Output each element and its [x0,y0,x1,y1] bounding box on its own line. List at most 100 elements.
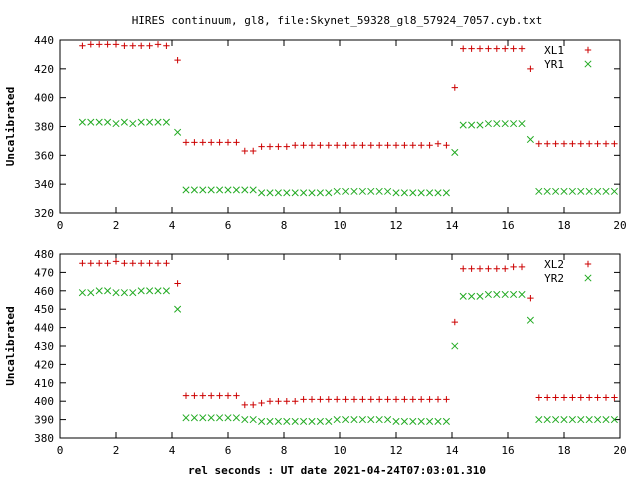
data-point [552,416,560,424]
data-point [112,258,120,265]
data-point [409,142,416,149]
y-tick-label: 440 [34,34,54,47]
data-point [308,189,316,197]
data-point [120,118,128,126]
data-point [104,260,111,267]
x-axis-label: rel seconds : UT date 2021-04-24T07:03:0… [188,464,486,477]
data-point [476,292,484,300]
data-point [460,45,467,52]
data-point [510,120,518,128]
data-point [493,45,500,52]
data-point [460,265,467,272]
data-point [384,396,391,403]
data-point [434,417,442,425]
y-tick-label: 420 [34,358,54,371]
data-point [292,142,299,149]
panels: 0 2 4 6 8 10 12 14 16 18 20320340360380400420440Un… [4,34,627,457]
x-tick-label: 2 [113,444,120,457]
data-point [162,287,170,295]
data-point [216,414,224,422]
data-point [274,189,282,197]
series-YR1 [78,118,618,197]
data-point [224,186,232,194]
data-point [137,118,145,126]
data-point [216,392,223,399]
data-point [182,414,190,422]
data-point [87,118,95,126]
panel-1: 0 2 4 6 8 10 12 14 16 18 20 320 340 360 380 400 420 440 Un… [4,34,627,232]
data-point [518,45,526,52]
data-point [535,140,542,147]
data-point [87,289,95,297]
data-point [291,417,299,425]
data-point [552,187,560,195]
data-point [418,396,425,403]
data-point [233,392,240,399]
data-point [367,142,374,149]
data-point [292,398,299,405]
data-point [401,142,408,149]
y-tick-label: 440 [34,322,54,335]
x-tick-label: 12 [389,444,402,457]
x-tick-label: 14 [445,219,459,232]
data-point [316,189,324,197]
data-point [137,287,145,295]
data-point [79,260,86,267]
data-point [476,265,484,272]
data-point [568,416,576,424]
data-point [358,416,366,424]
data-point [241,401,248,409]
data-point [325,417,333,425]
data-point [602,187,610,195]
data-point [384,187,392,195]
data-point [121,260,128,267]
data-point [333,416,341,424]
data-point [258,399,265,407]
data-point [485,265,492,272]
data-point [241,416,249,424]
data-point [451,148,459,157]
data-point [501,120,509,128]
data-point [96,41,103,48]
data-point [250,401,257,409]
data-point [224,414,232,422]
data-point [241,147,248,155]
data-point [87,41,94,48]
y-tick-label: 430 [34,340,54,353]
y-axis-label: Uncalibrated [4,87,17,166]
data-point [493,120,501,128]
y-tick-label: 450 [34,303,54,316]
data-point [325,396,332,403]
data-point [146,260,153,267]
data-point [334,396,341,403]
y-tick-label: 400 [34,92,54,105]
data-point [112,41,120,48]
data-point [502,265,509,272]
data-point [174,56,181,64]
data-point [95,287,103,295]
data-point [325,142,332,149]
data-point [190,186,198,194]
data-point [442,189,450,197]
data-point [459,292,467,300]
data-point [275,398,282,405]
y-tick-label: 390 [34,414,54,427]
data-point [552,140,559,147]
data-point [283,143,290,150]
data-point [342,187,350,195]
data-point [442,417,450,425]
data-point [233,139,240,146]
data-point [384,142,391,149]
data-point [120,289,128,297]
data-point [300,189,308,197]
data-point [434,140,442,147]
data-point [333,187,341,195]
data-point [518,263,526,271]
data-point [249,186,257,194]
data-point [359,142,366,149]
data-point [611,394,618,401]
x-tick-label: 18 [557,444,570,457]
data-point [174,305,182,313]
data-point [468,265,475,272]
